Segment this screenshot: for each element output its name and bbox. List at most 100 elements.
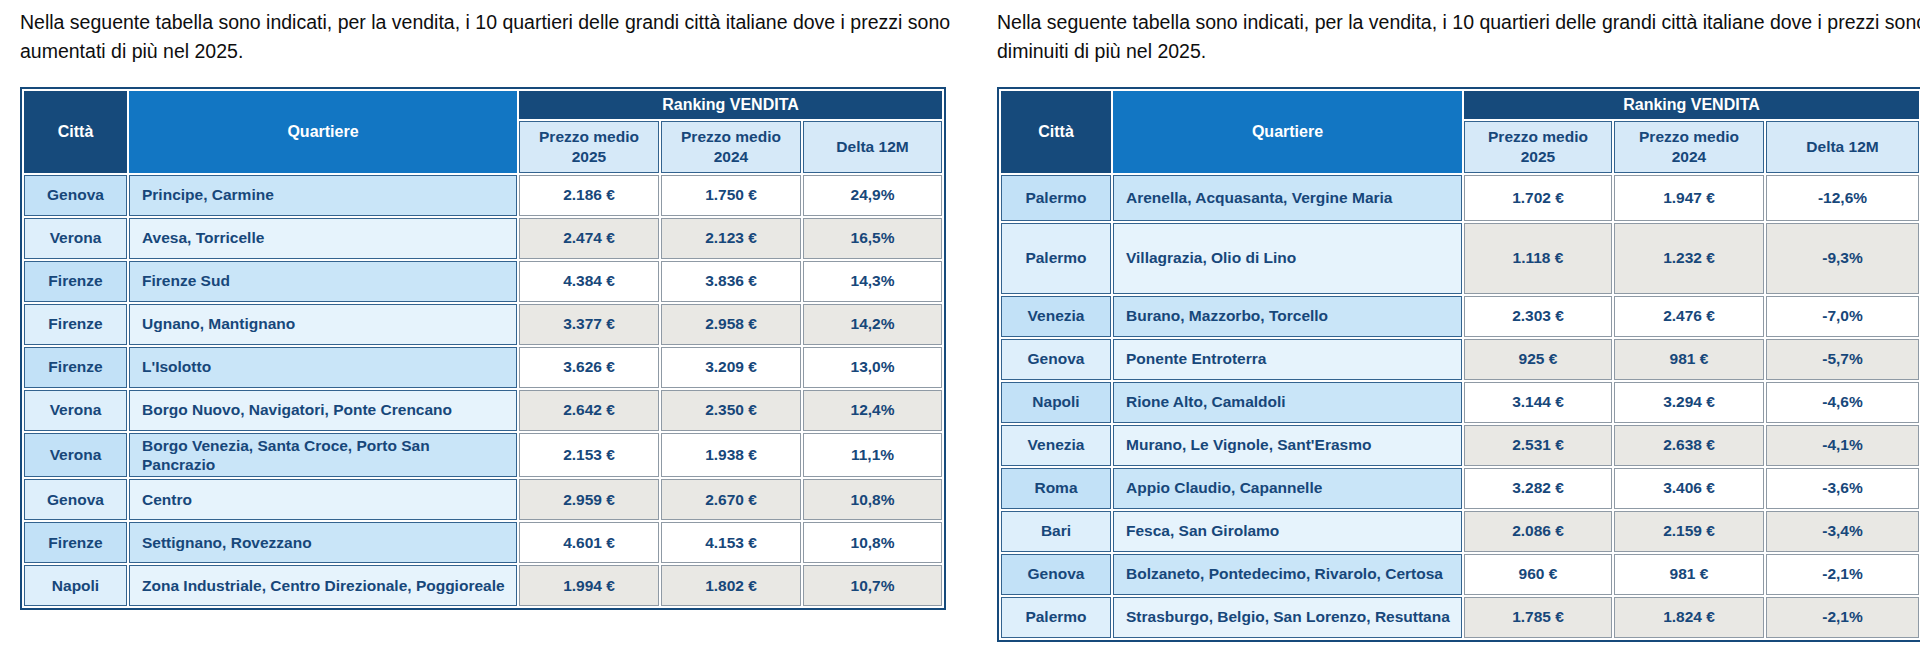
prezzo-2025-cell: 2.959 € bbox=[519, 479, 659, 520]
quartiere-cell: Ugnano, Mantignano bbox=[129, 304, 517, 345]
quartiere-cell: Zona Industriale, Centro Direzionale, Po… bbox=[129, 565, 517, 606]
prezzo-2024-cell: 2.638 € bbox=[1614, 425, 1764, 466]
table-row: VeneziaBurano, Mazzorbo, Torcello2.303 €… bbox=[1001, 296, 1919, 337]
delta-12m-cell: -2,1% bbox=[1766, 597, 1919, 638]
quartiere-cell: Centro bbox=[129, 479, 517, 520]
prezzo-2025-cell: 3.282 € bbox=[1464, 468, 1612, 509]
prezzo-2025-cell: 2.303 € bbox=[1464, 296, 1612, 337]
delta-12m-cell: 11,1% bbox=[803, 433, 942, 478]
table-row: PalermoVillagrazia, Olio di Lino1.118 €1… bbox=[1001, 223, 1919, 294]
prezzo-2024-cell: 981 € bbox=[1614, 339, 1764, 380]
prezzo-2025-cell: 2.086 € bbox=[1464, 511, 1612, 552]
prezzo-2025-cell: 2.474 € bbox=[519, 218, 659, 259]
city-cell: Venezia bbox=[1001, 296, 1111, 337]
delta-12m-cell: -12,6% bbox=[1766, 175, 1919, 221]
col-header-prezzo-medio-2024: Prezzo medio 2024 bbox=[661, 121, 801, 173]
delta-12m-cell: -5,7% bbox=[1766, 339, 1919, 380]
table-row: PalermoStrasburgo, Belgio, San Lorenzo, … bbox=[1001, 597, 1919, 638]
prezzo-2024-cell: 3.294 € bbox=[1614, 382, 1764, 423]
table-row: VeronaBorgo Venezia, Santa Croce, Porto … bbox=[24, 433, 942, 478]
table-header: Città Quartiere Ranking VENDITA Prezzo m… bbox=[1001, 91, 1919, 173]
table-body: PalermoArenella, Acquasanta, Vergine Mar… bbox=[1001, 175, 1919, 638]
delta-12m-cell: 14,3% bbox=[803, 261, 942, 302]
col-header-citta: Città bbox=[24, 91, 127, 173]
table-row: FirenzeSettignano, Rovezzano4.601 €4.153… bbox=[24, 522, 942, 563]
city-cell: Napoli bbox=[1001, 382, 1111, 423]
delta-12m-cell: 12,4% bbox=[803, 390, 942, 431]
prezzo-2024-cell: 4.153 € bbox=[661, 522, 801, 563]
col-header-citta: Città bbox=[1001, 91, 1111, 173]
panel-prices-increased: Nella seguente tabella sono indicati, pe… bbox=[20, 6, 952, 642]
table-body: GenovaPrincipe, Carmine2.186 €1.750 €24,… bbox=[24, 175, 942, 607]
delta-12m-cell: -3,6% bbox=[1766, 468, 1919, 509]
delta-12m-cell: -9,3% bbox=[1766, 223, 1919, 294]
delta-12m-cell: 14,2% bbox=[803, 304, 942, 345]
city-cell: Bari bbox=[1001, 511, 1111, 552]
prezzo-2025-cell: 4.384 € bbox=[519, 261, 659, 302]
prezzo-2025-cell: 2.531 € bbox=[1464, 425, 1612, 466]
delta-12m-cell: 10,8% bbox=[803, 522, 942, 563]
prezzo-2025-cell: 3.626 € bbox=[519, 347, 659, 388]
delta-12m-cell: 13,0% bbox=[803, 347, 942, 388]
city-cell: Palermo bbox=[1001, 223, 1111, 294]
col-header-quartiere: Quartiere bbox=[129, 91, 517, 173]
table-row: GenovaPonente Entroterra925 €981 €-5,7% bbox=[1001, 339, 1919, 380]
table-row: VeronaBorgo Nuovo, Navigatori, Ponte Cre… bbox=[24, 390, 942, 431]
prezzo-2024-cell: 2.670 € bbox=[661, 479, 801, 520]
city-cell: Firenze bbox=[24, 347, 127, 388]
quartiere-cell: L'Isolotto bbox=[129, 347, 517, 388]
table-row: NapoliZona Industriale, Centro Direziona… bbox=[24, 565, 942, 606]
quartiere-cell: Appio Claudio, Capannelle bbox=[1113, 468, 1462, 509]
city-cell: Genova bbox=[24, 479, 127, 520]
ranking-vendita-increase-table: Città Quartiere Ranking VENDITA Prezzo m… bbox=[20, 87, 946, 611]
prezzo-2025-cell: 2.642 € bbox=[519, 390, 659, 431]
prezzo-2025-cell: 2.153 € bbox=[519, 433, 659, 478]
prezzo-2025-cell: 1.118 € bbox=[1464, 223, 1612, 294]
city-cell: Napoli bbox=[24, 565, 127, 606]
table-row: FirenzeL'Isolotto3.626 €3.209 €13,0% bbox=[24, 347, 942, 388]
delta-12m-cell: -2,1% bbox=[1766, 554, 1919, 595]
quartiere-cell: Villagrazia, Olio di Lino bbox=[1113, 223, 1462, 294]
delta-12m-cell: -4,1% bbox=[1766, 425, 1919, 466]
city-cell: Verona bbox=[24, 390, 127, 431]
table-row: GenovaCentro2.959 €2.670 €10,8% bbox=[24, 479, 942, 520]
table-row: FirenzeUgnano, Mantignano3.377 €2.958 €1… bbox=[24, 304, 942, 345]
city-cell: Genova bbox=[1001, 339, 1111, 380]
prezzo-2024-cell: 2.958 € bbox=[661, 304, 801, 345]
table-row: NapoliRione Alto, Camaldoli3.144 €3.294 … bbox=[1001, 382, 1919, 423]
prezzo-2025-cell: 2.186 € bbox=[519, 175, 659, 216]
prezzo-2024-cell: 1.750 € bbox=[661, 175, 801, 216]
panel-caption-increase: Nella seguente tabella sono indicati, pe… bbox=[20, 8, 952, 67]
col-header-delta-12m: Delta 12M bbox=[803, 121, 942, 173]
delta-12m-cell: 24,9% bbox=[803, 175, 942, 216]
city-cell: Palermo bbox=[1001, 597, 1111, 638]
prezzo-2024-cell: 1.938 € bbox=[661, 433, 801, 478]
table-row: GenovaBolzaneto, Pontedecimo, Rivarolo, … bbox=[1001, 554, 1919, 595]
group-header-ranking-vendita: Ranking VENDITA bbox=[519, 91, 942, 119]
col-header-quartiere: Quartiere bbox=[1113, 91, 1462, 173]
city-cell: Firenze bbox=[24, 522, 127, 563]
table-header: Città Quartiere Ranking VENDITA Prezzo m… bbox=[24, 91, 942, 173]
prezzo-2025-cell: 925 € bbox=[1464, 339, 1612, 380]
prezzo-2025-cell: 4.601 € bbox=[519, 522, 659, 563]
quartiere-cell: Ponente Entroterra bbox=[1113, 339, 1462, 380]
delta-12m-cell: -4,6% bbox=[1766, 382, 1919, 423]
table-row: PalermoArenella, Acquasanta, Vergine Mar… bbox=[1001, 175, 1919, 221]
prezzo-2024-cell: 1.947 € bbox=[1614, 175, 1764, 221]
delta-12m-cell: 10,7% bbox=[803, 565, 942, 606]
prezzo-2024-cell: 2.123 € bbox=[661, 218, 801, 259]
delta-12m-cell: -3,4% bbox=[1766, 511, 1919, 552]
page: Nella seguente tabella sono indicati, pe… bbox=[0, 0, 1920, 642]
city-cell: Genova bbox=[1001, 554, 1111, 595]
delta-12m-cell: -7,0% bbox=[1766, 296, 1919, 337]
group-header-ranking-vendita: Ranking VENDITA bbox=[1464, 91, 1919, 119]
prezzo-2025-cell: 3.144 € bbox=[1464, 382, 1612, 423]
quartiere-cell: Fesca, San Girolamo bbox=[1113, 511, 1462, 552]
quartiere-cell: Borgo Venezia, Santa Croce, Porto San Pa… bbox=[129, 433, 517, 478]
quartiere-cell: Strasburgo, Belgio, San Lorenzo, Resutta… bbox=[1113, 597, 1462, 638]
table-row: GenovaPrincipe, Carmine2.186 €1.750 €24,… bbox=[24, 175, 942, 216]
col-header-prezzo-medio-2024: Prezzo medio 2024 bbox=[1614, 121, 1764, 173]
panel-caption-decrease: Nella seguente tabella sono indicati, pe… bbox=[997, 8, 1920, 67]
table-row: VeneziaMurano, Le Vignole, Sant'Erasmo2.… bbox=[1001, 425, 1919, 466]
prezzo-2025-cell: 1.702 € bbox=[1464, 175, 1612, 221]
